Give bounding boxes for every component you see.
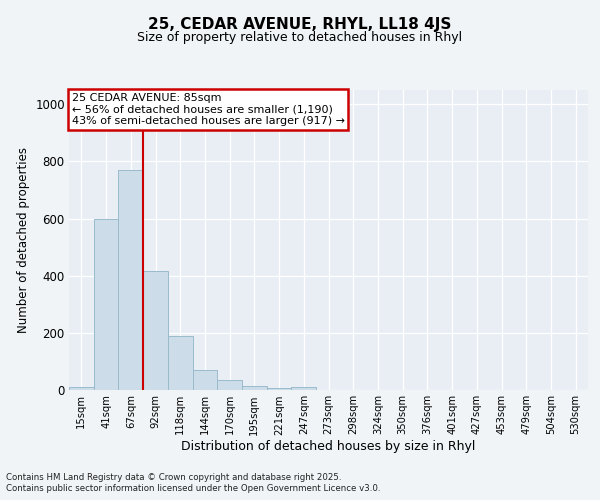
Bar [168,336,193,390]
Text: Contains HM Land Registry data © Crown copyright and database right 2025.: Contains HM Land Registry data © Crown c… [6,472,341,482]
Text: 25 CEDAR AVENUE: 85sqm
← 56% of detached houses are smaller (1,190)
43% of semi-: 25 CEDAR AVENUE: 85sqm ← 56% of detached… [71,93,344,126]
Bar [118,170,143,390]
Bar [267,388,292,390]
Text: Size of property relative to detached houses in Rhyl: Size of property relative to detached ho… [137,31,463,44]
X-axis label: Distribution of detached houses by size in Rhyl: Distribution of detached houses by size … [181,440,476,453]
Bar [292,387,316,390]
Text: Contains public sector information licensed under the Open Government Licence v3: Contains public sector information licen… [6,484,380,493]
Bar [94,218,118,390]
Bar [143,272,168,390]
Text: 25, CEDAR AVENUE, RHYL, LL18 4JS: 25, CEDAR AVENUE, RHYL, LL18 4JS [148,18,452,32]
Y-axis label: Number of detached properties: Number of detached properties [17,147,29,333]
Bar [217,380,242,390]
Bar [242,386,267,390]
Bar [193,370,217,390]
Bar [69,387,94,390]
